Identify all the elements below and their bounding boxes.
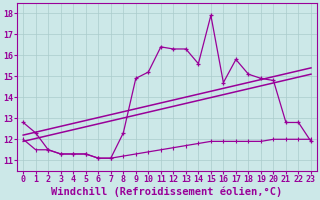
X-axis label: Windchill (Refroidissement éolien,°C): Windchill (Refroidissement éolien,°C) bbox=[52, 187, 283, 197]
